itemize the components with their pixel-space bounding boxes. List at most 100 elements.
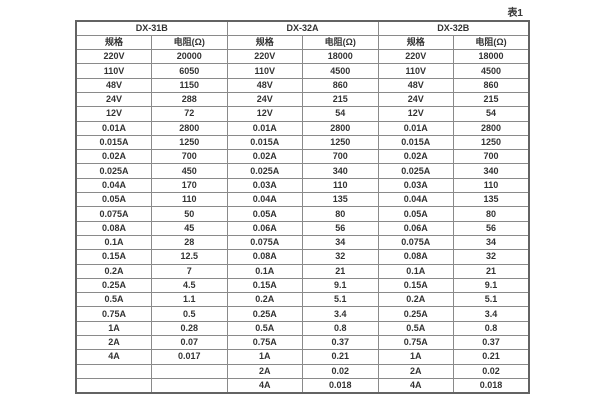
resistance-cell: 1.1 [151, 292, 228, 308]
resistance-cell: 340 [453, 163, 530, 179]
spec-cell: 2A [377, 363, 455, 379]
table-row: 110V 6050 110V 4500 110V 4500 [75, 63, 530, 79]
table-row: 0.05A 110 0.04A 135 0.04A 135 [75, 192, 530, 208]
resistance-cell: 5.1 [453, 292, 530, 308]
resistance-cell: 700 [302, 149, 379, 165]
spec-cell: 110V [377, 63, 455, 79]
spec-cell: 0.05A [226, 206, 304, 222]
resistance-column-header: 电阻(Ω) [151, 34, 228, 51]
table-row: 4A 0.018 4A 0.018 [75, 377, 530, 394]
resistance-cell: 20000 [151, 49, 228, 65]
table-row: 0.01A 2800 0.01A 2800 0.01A 2800 [75, 120, 530, 136]
spec-cell: 24V [75, 91, 152, 108]
spec-cell: 12V [226, 106, 304, 122]
spec-cell: 0.2A [226, 292, 304, 308]
table-row: 1A 0.28 0.5A 0.8 0.5A 0.8 [75, 320, 530, 337]
spec-cell: 4A [226, 377, 304, 394]
resistance-spec-table: DX-31B DX-32A DX-32B 规格 电阻(Ω) 规格 电阻(Ω) 规… [75, 20, 531, 394]
spec-cell: 0.04A [226, 192, 304, 208]
table-row: 0.025A 450 0.025A 340 0.025A 340 [75, 163, 530, 179]
resistance-cell: 3.4 [302, 306, 379, 322]
spec-cell: 0.75A [377, 335, 455, 351]
spec-cell: 2A [226, 363, 304, 379]
spec-cell: 0.01A [377, 120, 455, 136]
resistance-cell: 21 [453, 263, 530, 279]
spec-cell: 220V [377, 49, 455, 65]
resistance-cell: 18000 [302, 49, 379, 65]
resistance-cell: 56 [453, 220, 530, 236]
spec-cell: 0.06A [377, 220, 455, 236]
resistance-cell: 32 [302, 249, 379, 265]
resistance-cell: 0.018 [453, 377, 530, 394]
spec-column-header: 规格 [75, 34, 152, 51]
resistance-cell: 34 [302, 234, 379, 251]
table-row: 4A 0.017 1A 0.21 1A 0.21 [75, 349, 530, 365]
table-row: 2A 0.07 0.75A 0.37 0.75A 0.37 [75, 335, 530, 351]
resistance-cell: 1250 [302, 134, 379, 151]
resistance-cell: 0.02 [302, 363, 379, 379]
resistance-column-header: 电阻(Ω) [453, 34, 530, 51]
spec-cell: 0.2A [377, 292, 455, 308]
resistance-cell: 170 [151, 177, 228, 194]
resistance-cell: 110 [302, 177, 379, 194]
spec-cell: 0.075A [226, 234, 304, 251]
resistance-cell: 0.37 [302, 335, 379, 351]
spec-cell: 0.04A [75, 177, 152, 194]
spec-cell: 0.025A [377, 163, 455, 179]
resistance-cell: 288 [151, 91, 228, 108]
resistance-cell: 1150 [151, 77, 228, 93]
spec-cell: 0.02A [75, 149, 152, 165]
resistance-cell: 5.1 [302, 292, 379, 308]
spec-cell: 1A [226, 349, 304, 365]
resistance-cell: 18000 [453, 49, 530, 65]
resistance-cell: 2800 [453, 120, 530, 136]
resistance-cell: 9.1 [453, 277, 530, 294]
spec-cell: 24V [226, 91, 304, 108]
table-row: 0.2A 7 0.1A 21 0.1A 21 [75, 263, 530, 279]
table-row: 2A 0.02 2A 0.02 [75, 363, 530, 379]
resistance-cell: 0.017 [151, 349, 228, 365]
spec-cell: 0.04A [377, 192, 455, 208]
group-title-dx-31b: DX-31B [75, 20, 228, 36]
spec-cell: 0.03A [377, 177, 455, 194]
spec-cell: 48V [226, 77, 304, 93]
resistance-cell: 32 [453, 249, 530, 265]
table-row: 48V 1150 48V 860 48V 860 [75, 77, 530, 93]
spec-cell: 0.08A [226, 249, 304, 265]
spec-cell: 0.15A [377, 277, 455, 294]
spec-cell: 0.02A [377, 149, 455, 165]
spec-cell: 0.06A [226, 220, 304, 236]
spec-cell: 0.03A [226, 177, 304, 194]
table-row: 0.25A 4.5 0.15A 9.1 0.15A 9.1 [75, 277, 530, 294]
table-row: 12V 72 12V 54 12V 54 [75, 106, 530, 122]
spec-column-header: 规格 [377, 34, 455, 51]
table-row: 0.075A 50 0.05A 80 0.05A 80 [75, 206, 530, 222]
resistance-cell: 1250 [151, 134, 228, 151]
spec-cell: 220V [226, 49, 304, 65]
spec-cell: 0.5A [226, 320, 304, 337]
spec-cell: 0.5A [75, 292, 152, 308]
table-caption-label: 表1 [507, 8, 523, 19]
resistance-cell: 110 [151, 192, 228, 208]
spec-cell: 0.015A [377, 134, 455, 151]
resistance-cell: 0.8 [302, 320, 379, 337]
spec-cell [75, 377, 152, 394]
resistance-cell: 700 [453, 149, 530, 165]
spec-cell: 110V [226, 63, 304, 79]
spec-cell: 0.075A [75, 206, 152, 222]
resistance-cell: 0.37 [453, 335, 530, 351]
resistance-column-header: 电阻(Ω) [302, 34, 379, 51]
spec-cell: 0.025A [75, 163, 152, 179]
resistance-cell: 215 [302, 91, 379, 108]
resistance-cell: 1250 [453, 134, 530, 151]
table-row: 0.04A 170 0.03A 110 0.03A 110 [75, 177, 530, 194]
group-title-dx-32a: DX-32A [226, 20, 379, 36]
resistance-cell: 6050 [151, 63, 228, 79]
resistance-cell: 9.1 [302, 277, 379, 294]
resistance-cell: 860 [453, 77, 530, 93]
spec-cell: 48V [75, 77, 152, 93]
spec-cell: 1A [377, 349, 455, 365]
group-header-row: DX-31B DX-32A DX-32B [75, 20, 530, 36]
spec-cell: 0.15A [75, 249, 152, 265]
spec-cell: 0.05A [75, 192, 152, 208]
